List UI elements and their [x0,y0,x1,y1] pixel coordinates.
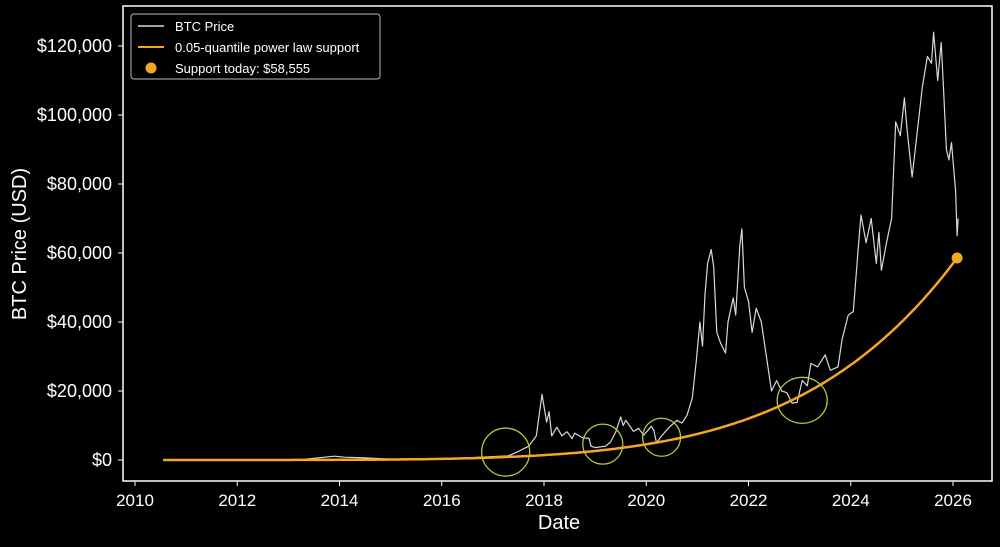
legend-label-support-today: Support today: $58,555 [175,61,310,76]
y-axis: $0 $20,000 $40,000 $60,000 $80,000 $100,000 $1… [37,36,123,470]
support-touch-circle [481,427,531,477]
y-tick-label: $120,000 [37,36,112,56]
x-axis: 2010 2012 2014 2016 2018 2020 2022 2024 2026 [116,481,972,510]
x-tick-label: 2012 [218,491,256,510]
x-tick-label: 2026 [934,491,972,510]
plot-frame [122,5,993,482]
series-layer [163,31,963,462]
legend-box [130,13,381,80]
support-touch-circle [776,376,828,424]
legend: BTC Price 0.05-quantile power law suppor… [130,13,381,80]
support-touch-circle [641,417,682,457]
x-axis-label: Date [538,512,580,534]
x-tick-label: 2010 [116,491,154,510]
legend-swatch-support-today [145,62,157,74]
legend-label-support: 0.05-quantile power law support [175,40,360,55]
y-tick-label: $20,000 [47,381,112,401]
btc-price-line [163,31,959,461]
support-touch-circle [582,423,624,465]
support-today-marker [951,252,963,264]
annotation-layer [481,376,828,477]
y-tick-label: $0 [92,450,112,470]
y-tick-label: $100,000 [37,105,112,125]
y-tick-label: $40,000 [47,312,112,332]
y-tick-label: $60,000 [47,243,112,263]
legend-label-btc-price: BTC Price [175,19,234,34]
x-tick-label: 2022 [730,491,768,510]
x-tick-label: 2020 [627,491,665,510]
x-tick-label: 2018 [525,491,563,510]
y-axis-label: BTC Price (USD) [9,168,31,320]
x-tick-label: 2014 [321,491,359,510]
x-tick-label: 2016 [423,491,461,510]
y-tick-label: $80,000 [47,174,112,194]
support-curve [163,257,959,462]
x-tick-label: 2024 [832,491,870,510]
